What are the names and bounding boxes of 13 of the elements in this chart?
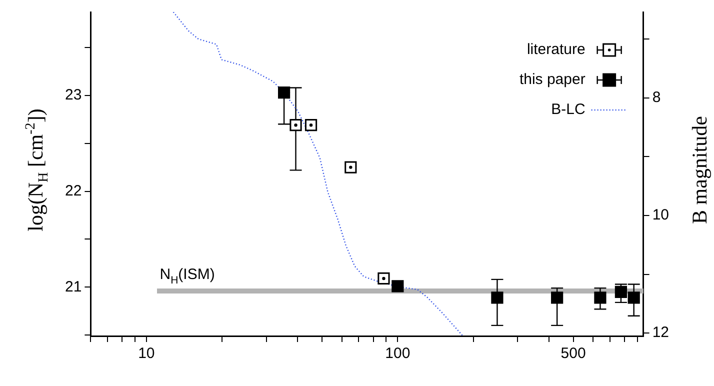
x-tick-label: 500: [560, 345, 586, 362]
y2-tick-label: 10: [652, 206, 670, 224]
y2-axis-title: B magnitude: [688, 116, 712, 224]
legend-label: B-LC: [551, 101, 586, 118]
x-tick-label: 100: [385, 345, 410, 362]
y2-tick-label: 8: [652, 88, 661, 106]
y-tick-label: 21: [64, 278, 82, 296]
y-tick-label: 22: [64, 182, 82, 200]
x-tick-label: 10: [138, 345, 155, 362]
y-tick-label: 23: [64, 86, 82, 104]
y2-tick-label: 12: [652, 324, 670, 342]
legend-label: literature: [526, 41, 586, 58]
legend-label: this paper: [519, 71, 586, 88]
